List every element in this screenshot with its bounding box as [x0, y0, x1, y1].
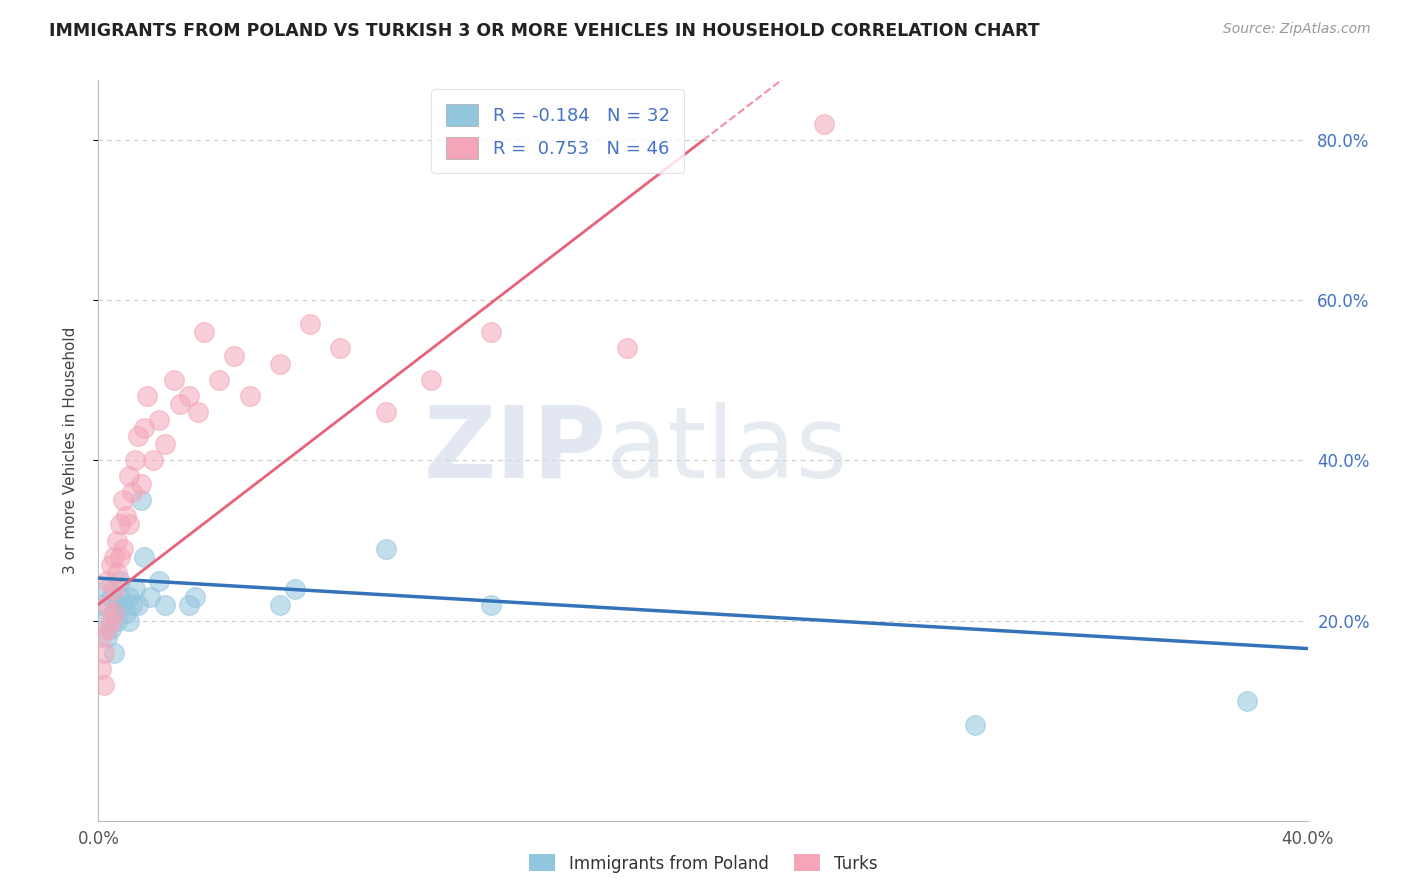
- Point: [142, 453, 165, 467]
- Point: [153, 437, 176, 451]
- Point: [179, 389, 201, 403]
- Point: [121, 485, 143, 500]
- Y-axis label: 3 or more Vehicles in Household: 3 or more Vehicles in Household: [63, 326, 77, 574]
- Point: [111, 493, 134, 508]
- Legend: R = -0.184   N = 32, R =  0.753   N = 46: R = -0.184 N = 32, R = 0.753 N = 46: [432, 89, 685, 173]
- Point: [118, 517, 141, 532]
- Point: [90, 598, 112, 612]
- Point: [129, 477, 152, 491]
- Point: [153, 598, 176, 612]
- Point: [100, 590, 122, 604]
- Point: [187, 405, 209, 419]
- Point: [169, 397, 191, 411]
- Point: [329, 342, 352, 356]
- Point: [121, 598, 143, 612]
- Point: [965, 717, 987, 731]
- Point: [481, 326, 503, 340]
- Point: [269, 598, 291, 612]
- Point: [148, 413, 170, 427]
- Point: [374, 405, 396, 419]
- Point: [299, 318, 322, 332]
- Point: [224, 350, 246, 364]
- Point: [193, 326, 215, 340]
- Point: [108, 549, 131, 564]
- Point: [96, 598, 118, 612]
- Point: [118, 614, 141, 628]
- Legend: Immigrants from Poland, Turks: Immigrants from Poland, Turks: [522, 847, 884, 880]
- Point: [114, 606, 136, 620]
- Point: [96, 582, 118, 596]
- Point: [103, 606, 125, 620]
- Point: [269, 358, 291, 372]
- Point: [135, 389, 157, 403]
- Point: [163, 373, 186, 387]
- Point: [111, 598, 134, 612]
- Point: [284, 582, 307, 596]
- Point: [103, 646, 125, 660]
- Text: atlas: atlas: [606, 402, 848, 499]
- Point: [93, 614, 115, 628]
- Point: [127, 598, 149, 612]
- Point: [90, 662, 112, 676]
- Point: [129, 493, 152, 508]
- Point: [103, 606, 125, 620]
- Point: [93, 677, 115, 691]
- Point: [96, 630, 118, 644]
- Point: [148, 574, 170, 588]
- Point: [100, 558, 122, 572]
- Point: [105, 533, 128, 548]
- Point: [96, 622, 118, 636]
- Point: [108, 574, 131, 588]
- Text: IMMIGRANTS FROM POLAND VS TURKISH 3 OR MORE VEHICLES IN HOUSEHOLD CORRELATION CH: IMMIGRANTS FROM POLAND VS TURKISH 3 OR M…: [49, 22, 1040, 40]
- Point: [139, 590, 162, 604]
- Point: [105, 598, 128, 612]
- Point: [616, 342, 638, 356]
- Point: [103, 582, 125, 596]
- Point: [124, 582, 146, 596]
- Point: [239, 389, 262, 403]
- Point: [93, 646, 115, 660]
- Point: [100, 622, 122, 636]
- Point: [179, 598, 201, 612]
- Point: [813, 117, 835, 131]
- Point: [420, 373, 443, 387]
- Point: [105, 614, 128, 628]
- Point: [118, 590, 141, 604]
- Point: [124, 453, 146, 467]
- Text: ZIP: ZIP: [423, 402, 606, 499]
- Point: [108, 590, 131, 604]
- Point: [132, 421, 155, 435]
- Point: [132, 549, 155, 564]
- Point: [118, 469, 141, 483]
- Point: [208, 373, 231, 387]
- Point: [111, 541, 134, 556]
- Point: [100, 614, 122, 628]
- Point: [1236, 693, 1258, 707]
- Point: [90, 630, 112, 644]
- Text: Source: ZipAtlas.com: Source: ZipAtlas.com: [1223, 22, 1371, 37]
- Point: [374, 541, 396, 556]
- Point: [108, 517, 131, 532]
- Point: [184, 590, 207, 604]
- Point: [103, 549, 125, 564]
- Point: [105, 566, 128, 580]
- Point: [127, 429, 149, 443]
- Point: [96, 574, 118, 588]
- Point: [114, 509, 136, 524]
- Point: [481, 598, 503, 612]
